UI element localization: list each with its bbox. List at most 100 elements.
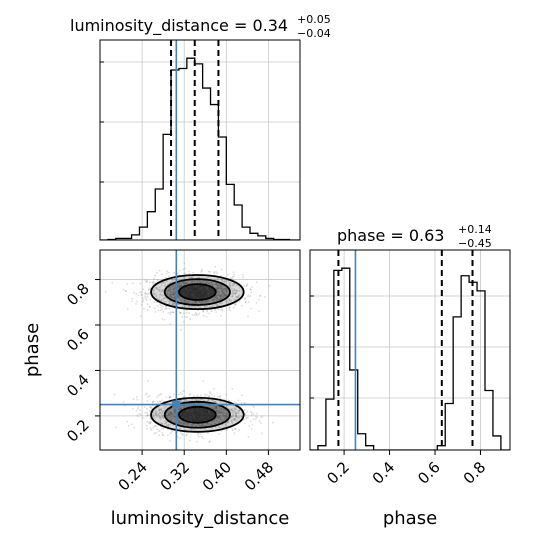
sample-point [220, 408, 223, 411]
sample-point [208, 305, 211, 308]
sample-point [158, 269, 161, 272]
sample-point [156, 271, 158, 274]
sample-point [225, 301, 228, 303]
sample-point [231, 294, 234, 297]
sample-point [231, 408, 233, 410]
sample-point [161, 422, 163, 425]
sample-point [221, 302, 224, 305]
luminosity-distance-bin [139, 227, 147, 240]
sample-point [172, 311, 175, 313]
sample-point [250, 291, 253, 294]
sample-point [187, 305, 190, 308]
sample-point [246, 284, 248, 287]
sample-point [169, 395, 172, 398]
sample-point [150, 428, 153, 431]
contour-line [150, 274, 245, 310]
sample-point [165, 414, 168, 417]
sample-point [206, 422, 209, 425]
sample-point [233, 417, 236, 420]
sample-point [158, 409, 161, 411]
sample-point [223, 417, 226, 420]
sample-point [224, 280, 226, 282]
sample-point [225, 289, 228, 291]
sample-point [215, 405, 218, 408]
sample-point [208, 282, 211, 285]
sample-point [177, 417, 180, 419]
sample-point [223, 293, 226, 296]
sample-point [236, 296, 238, 298]
sample-point [161, 308, 164, 311]
sample-point [155, 431, 157, 434]
sample-point [170, 413, 173, 416]
sample-point [272, 421, 274, 424]
sample-point [226, 412, 229, 415]
sample-point [207, 424, 210, 427]
sample-point [149, 422, 152, 425]
title-luminosity-distance: luminosity_distance = 0.34 [70, 16, 288, 36]
sample-point [222, 414, 225, 416]
sample-point [247, 300, 250, 303]
x-tick-label-phase: 0.6 [414, 458, 444, 488]
sample-point [215, 406, 218, 409]
sample-point [182, 301, 185, 303]
sample-point [182, 422, 185, 425]
sample-point [176, 413, 179, 416]
sample-point [174, 298, 176, 301]
sample-point [170, 288, 173, 291]
sample-point [211, 299, 214, 302]
sample-point [218, 416, 220, 418]
sample-point [258, 298, 260, 301]
sample-point [156, 414, 159, 417]
sample-point [249, 295, 252, 298]
sample-point [148, 305, 151, 308]
sample-point [220, 287, 223, 289]
sample-point [222, 296, 225, 299]
sample-point [148, 281, 151, 284]
sample-point [168, 300, 171, 303]
sample-point [147, 292, 150, 295]
sample-point [179, 298, 182, 301]
sample-point [233, 298, 236, 301]
sample-point [155, 410, 158, 413]
sample-point [144, 393, 147, 396]
sample-point [193, 279, 196, 282]
sample-point [177, 295, 180, 297]
sample-point [171, 296, 174, 299]
sample-point [181, 390, 184, 392]
sample-point [220, 279, 223, 281]
sample-point [204, 428, 206, 430]
sample-point [235, 289, 238, 292]
sample-point [232, 291, 235, 293]
sample-point [222, 408, 225, 411]
sample-point [231, 422, 234, 424]
sample-point [201, 423, 204, 426]
sample-point [126, 283, 129, 285]
sample-point [235, 302, 237, 305]
phase-bin [461, 276, 469, 450]
sample-point [171, 285, 174, 287]
sample-point [172, 393, 175, 396]
sample-point [168, 417, 171, 419]
sample-point [187, 422, 190, 425]
sample-point [179, 312, 182, 315]
sample-point [208, 299, 210, 301]
sample-point [201, 300, 203, 303]
sample-point [233, 288, 236, 291]
y-tick-label-phase: 0.8 [63, 280, 93, 310]
sample-point [168, 410, 171, 413]
sample-point [104, 290, 107, 293]
sample-point [244, 297, 247, 300]
sample-point [218, 409, 221, 412]
sample-point [219, 297, 222, 300]
sample-point [217, 308, 220, 311]
sample-point [178, 408, 180, 411]
sample-point [215, 409, 218, 412]
sample-point [213, 388, 215, 390]
sample-point [162, 310, 165, 313]
sample-point [159, 401, 162, 403]
sample-point [231, 413, 234, 416]
sample-point [206, 300, 209, 302]
luminosity-distance-bin [211, 105, 219, 240]
sample-point [221, 280, 224, 283]
sample-point [234, 412, 237, 415]
